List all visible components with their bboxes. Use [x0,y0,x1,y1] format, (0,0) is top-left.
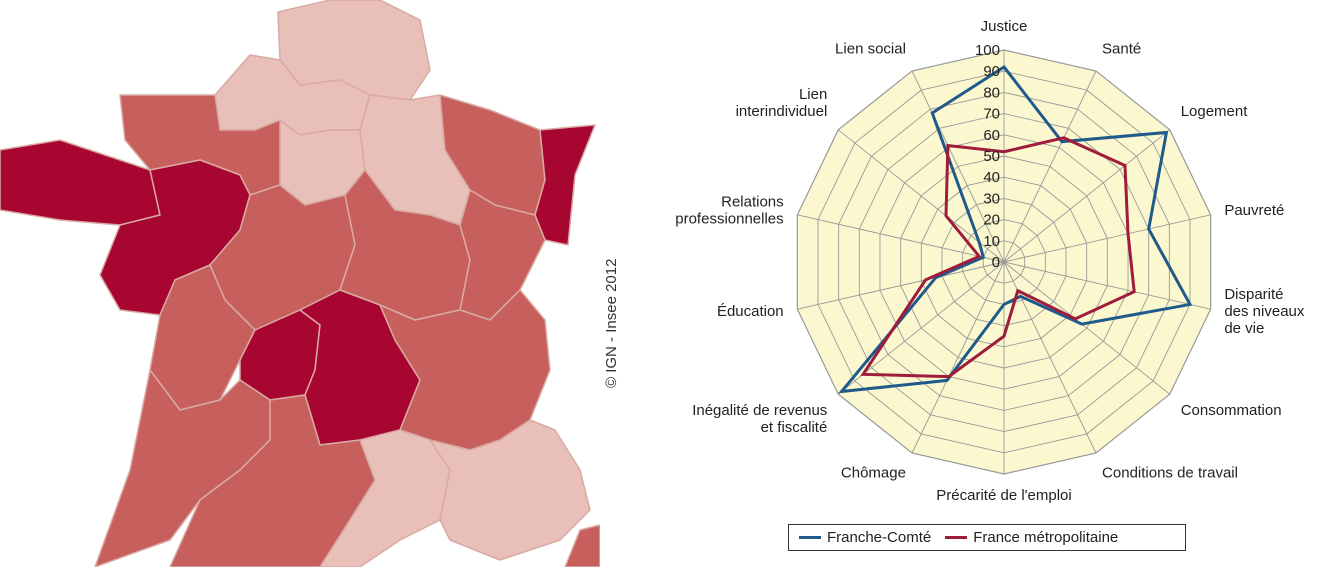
axis-label: Logement [1181,103,1249,120]
axis-label: Éducation [717,303,784,320]
radar-spoke [1003,214,1211,263]
tick-label: 60 [983,127,1000,144]
legend-label-france-metropolitaine: France métropolitaine [973,529,1119,546]
radar-axis-labels: Justice Santé Logement Pauvreté Disparité des… [675,18,1305,504]
axis-label: Inégalité de revenus et fiscalité [692,402,827,436]
tick-label: 10 [983,233,1000,250]
radar-series-france-metropolitaine [860,136,1136,379]
tick-label: 80 [983,84,1000,101]
tick-label: 50 [983,148,1000,165]
axis-label: Lien interindividuel [736,86,828,120]
axis-label: Chômage [841,465,906,482]
radar-spoke [797,214,1005,263]
legend-swatch-france-metropolitaine [945,536,968,539]
axis-label: Conditions de travail [1102,465,1238,482]
radar-spoke [911,70,1005,263]
tick-label: 70 [983,106,1000,123]
radar-spoke [1003,129,1171,263]
axis-label: Précarité de l'emploi [936,487,1071,504]
axis-label: Disparité des niveaux de vie [1224,286,1305,337]
tick-label: 20 [983,212,1000,229]
tick-label: 90 [983,63,1000,80]
tick-label: 30 [983,190,1000,207]
radar-spoke [837,129,1005,263]
radar-grid [796,49,1212,475]
radar-series-franche-comte [838,64,1193,394]
radar-tick-labels: 0 10 20 30 40 50 60 70 80 90 100 [975,42,1000,271]
axis-label: Relations professionnelles [675,194,783,228]
axis-label: Lien social [835,40,906,57]
tick-label: 40 [983,169,1000,186]
radar-series-group [838,64,1193,394]
region-paca [429,419,591,561]
radar-chart: 0 10 20 30 40 50 60 70 80 90 100 Justice Santé Logem… [675,18,1305,504]
legend-item-france-metropolitaine: France métropolitaine [945,529,1118,546]
radar-spoke [1003,261,1171,395]
radar-spoke [797,261,1005,310]
radar-spoke [1003,261,1211,310]
region-languedoc [319,429,451,567]
axis-label: Pauvreté [1224,202,1284,219]
chart-legend: Franche-Comté France métropolitaine [788,524,1186,551]
axis-label: Santé [1102,40,1141,57]
france-regions-map [0,0,600,567]
legend-label-franche-comte: Franche-Comté [827,529,932,546]
axis-label: Consommation [1181,402,1282,419]
region-alsace [534,124,596,246]
radar-spoke [911,261,1005,454]
radar-spoke [1003,261,1097,454]
tick-label: 100 [975,42,1000,59]
region-corse [564,524,600,567]
axis-label: Justice [981,18,1028,35]
legend-swatch-franche-comte [799,536,821,539]
credit-container: © IGN - Insee 2012 [603,259,623,548]
tick-label: 0 [992,254,1000,271]
copyright-credit: © IGN - Insee 2012 [603,258,620,388]
legend-item-franche-comte: Franche-Comté [799,529,931,546]
region-franche-comte [459,189,546,321]
radar-spoke [1003,70,1097,263]
